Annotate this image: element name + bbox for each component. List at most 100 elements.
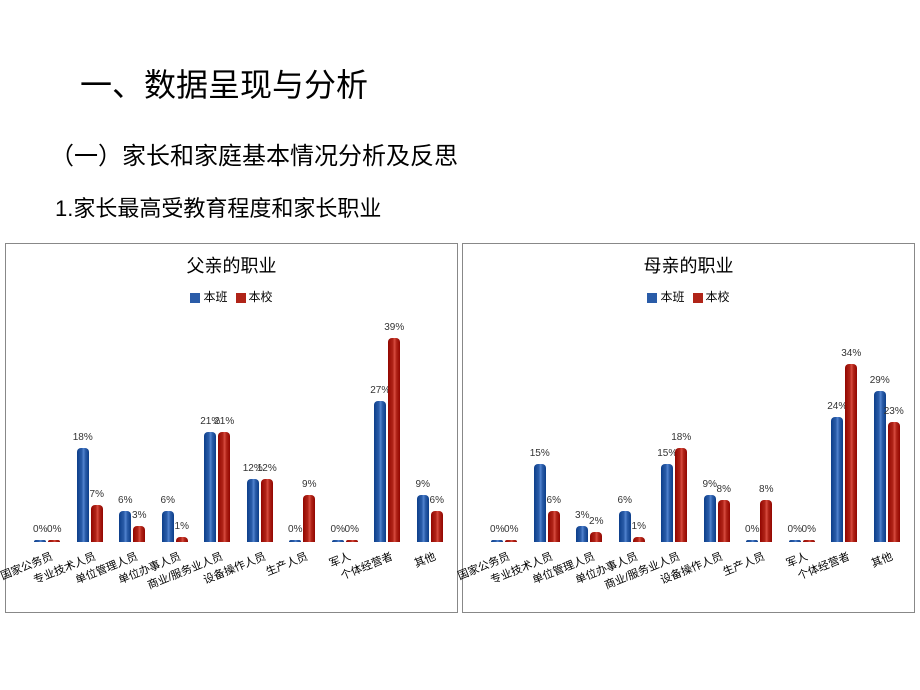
bar-group: 27%39% — [369, 338, 405, 542]
legend-swatch — [647, 293, 657, 303]
bar-group: 21%21% — [199, 432, 235, 542]
value-label: 0% — [788, 524, 802, 535]
bar-class: 12% — [247, 479, 259, 542]
value-label: 8% — [717, 484, 731, 495]
value-label: 9% — [416, 479, 430, 490]
bar-class: 6% — [619, 511, 631, 542]
value-label: 15% — [530, 448, 550, 459]
bar-school: 8% — [718, 500, 730, 542]
legend-swatch — [236, 293, 246, 303]
value-label: 6% — [547, 495, 561, 506]
page-subsubtitle: 1.家长最高受教育程度和家长职业 — [55, 191, 870, 223]
bar-school: 9% — [303, 495, 315, 542]
bar-school: 18% — [675, 448, 687, 542]
legend-item: 本校 — [693, 288, 730, 305]
value-label: 23% — [884, 406, 904, 417]
legend-label: 本班 — [203, 290, 227, 304]
chart-legend: 本班本校 — [463, 288, 914, 305]
value-label: 3% — [575, 510, 589, 521]
bar-school: 21% — [218, 432, 230, 542]
bar-group: 15%18% — [656, 448, 692, 542]
x-label: 生产人员 — [720, 548, 767, 579]
x-label: 其他 — [868, 548, 894, 571]
bar-class: 21% — [204, 432, 216, 542]
value-label: 34% — [841, 348, 861, 359]
value-label: 0% — [288, 524, 302, 535]
bar-class: 18% — [77, 448, 89, 542]
value-label: 18% — [671, 432, 691, 443]
bar-class: 24% — [831, 417, 843, 542]
value-label: 9% — [302, 479, 316, 490]
value-label: 6% — [618, 495, 632, 506]
bar-school: 12% — [261, 479, 273, 542]
bar-group: 15%6% — [529, 464, 565, 542]
chart-legend: 本班本校 — [6, 288, 457, 305]
legend-swatch — [190, 293, 200, 303]
value-label: 27% — [370, 385, 390, 396]
value-label: 8% — [759, 484, 773, 495]
value-label: 0% — [331, 524, 345, 535]
value-label: 1% — [175, 521, 189, 532]
value-label: 12% — [257, 463, 277, 474]
bar-school: 23% — [888, 422, 900, 542]
mother-occupation-chart: 母亲的职业本班本校0%0%15%6%3%2%6%1%15%18%9%8%0%8%… — [462, 243, 915, 613]
bar-group: 9%8% — [699, 495, 735, 542]
page-title: 一、数据呈现与分析 — [80, 60, 870, 106]
chart-title: 母亲的职业 — [463, 252, 914, 278]
bar-group: 3%2% — [571, 526, 607, 542]
bar-school: 6% — [548, 511, 560, 542]
legend-swatch — [693, 293, 703, 303]
bar-school: 34% — [845, 364, 857, 542]
chart-plot: 0%0%15%6%3%2%6%1%15%18%9%8%0%8%0%0%24%34… — [483, 309, 904, 542]
value-label: 3% — [132, 510, 146, 521]
bar-group: 6%3% — [114, 511, 150, 542]
bar-class: 15% — [534, 464, 546, 542]
x-label: 生产人员 — [263, 548, 310, 579]
value-label: 0% — [504, 524, 518, 535]
value-label: 6% — [161, 495, 175, 506]
bar-group: 24%34% — [826, 364, 862, 542]
bar-group: 9%6% — [412, 495, 448, 542]
bar-school: 3% — [133, 526, 145, 542]
value-label: 0% — [745, 524, 759, 535]
value-label: 1% — [632, 521, 646, 532]
bar-school: 39% — [388, 338, 400, 542]
bar-class: 6% — [119, 511, 131, 542]
charts-row: 父亲的职业本班本校0%0%18%7%6%3%6%1%21%21%12%12%0%… — [0, 233, 920, 618]
value-label: 0% — [802, 524, 816, 535]
bar-school: 2% — [590, 532, 602, 542]
x-label: 其他 — [411, 548, 437, 571]
legend-item: 本班 — [190, 288, 227, 305]
bar-school: 7% — [91, 505, 103, 542]
x-axis-labels: 国家公务员专业技术人员单位管理人员单位办事人员商业/服务业人员设备操作人员生产人… — [26, 542, 447, 612]
bar-group: 18%7% — [72, 448, 108, 542]
chart-title: 父亲的职业 — [6, 252, 457, 278]
bar-group: 6%1% — [614, 511, 650, 542]
value-label: 0% — [345, 524, 359, 535]
value-label: 21% — [214, 416, 234, 427]
value-label: 39% — [384, 322, 404, 333]
bar-class: 6% — [162, 511, 174, 542]
bar-class: 15% — [661, 464, 673, 542]
value-label: 6% — [430, 495, 444, 506]
value-label: 24% — [827, 401, 847, 412]
value-label: 2% — [589, 516, 603, 527]
bar-group: 12%12% — [242, 479, 278, 542]
page-subtitle: （一）家长和家庭基本情况分析及反思 — [50, 136, 870, 171]
bar-group: 0%8% — [741, 500, 777, 542]
chart-plot: 0%0%18%7%6%3%6%1%21%21%12%12%0%9%0%0%27%… — [26, 309, 447, 542]
value-label: 18% — [73, 432, 93, 443]
value-label: 6% — [118, 495, 132, 506]
bar-school: 6% — [431, 511, 443, 542]
value-label: 15% — [657, 448, 677, 459]
bar-class: 3% — [576, 526, 588, 542]
legend-label: 本班 — [660, 290, 684, 304]
value-label: 9% — [703, 479, 717, 490]
bar-class: 9% — [417, 495, 429, 542]
value-label: 0% — [490, 524, 504, 535]
bar-class: 9% — [704, 495, 716, 542]
bar-class: 27% — [374, 401, 386, 542]
x-axis-labels: 国家公务员专业技术人员单位管理人员单位办事人员商业/服务业人员设备操作人员生产人… — [483, 542, 904, 612]
value-label: 29% — [870, 375, 890, 386]
value-label: 0% — [33, 524, 47, 535]
